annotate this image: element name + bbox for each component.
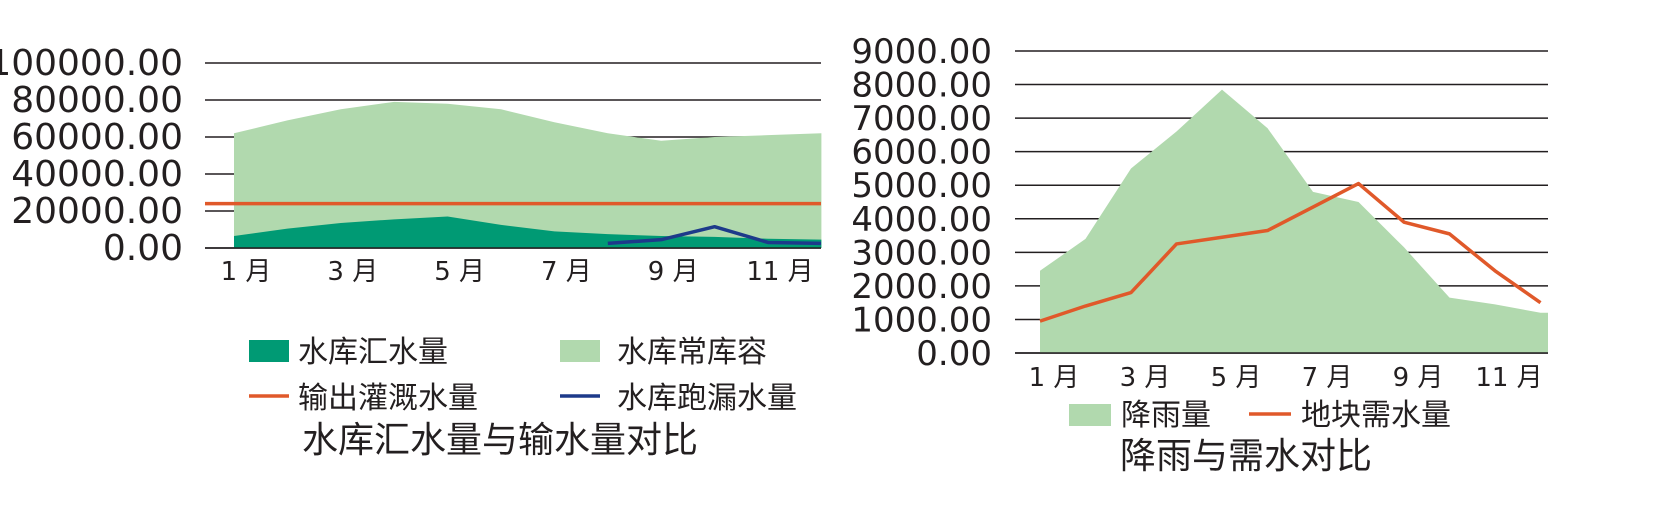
right-y-tick-label: 8000.00 <box>851 66 992 106</box>
left-y-tick-label: 40000.00 <box>11 154 183 195</box>
left-series-area-capacity <box>234 101 822 248</box>
left-x-tick-label: 11 月 <box>746 257 813 287</box>
left-y-tick-label: 60000.00 <box>11 117 183 158</box>
left-legend-label: 水库汇水量 <box>298 335 448 370</box>
left-y-tick-label: 20000.00 <box>11 191 183 232</box>
left-x-tick-label: 7 月 <box>541 257 592 287</box>
right-y-tick-label: 3000.00 <box>851 233 992 273</box>
right-x-tick-label: 11 月 <box>1475 363 1542 393</box>
left-series-area-inflow <box>234 216 822 248</box>
left-legend-label: 水库跑漏水量 <box>617 381 797 416</box>
right-y-tick-label: 0.00 <box>916 334 992 374</box>
right-x-tick-label: 9 月 <box>1393 363 1444 393</box>
right-chart-title: 降雨与需水对比 <box>1120 436 1372 477</box>
left-y-tick-label: 100000.00 <box>0 43 183 84</box>
right-x-tick-label: 1 月 <box>1029 363 1080 393</box>
right-y-tick-label: 2000.00 <box>851 267 992 307</box>
left-legend-swatch <box>560 340 600 362</box>
right-y-tick-label: 9000.00 <box>851 32 992 72</box>
right-legend-swatch <box>1069 404 1111 426</box>
right-series-line-demand <box>1039 181 1542 323</box>
left-series-line-leakage <box>607 224 822 246</box>
left-legend-label: 水库常库容 <box>617 335 767 370</box>
right-x-tick-label: 7 月 <box>1302 363 1353 393</box>
right-y-tick-label: 1000.00 <box>851 300 992 340</box>
right-y-tick-label: 4000.00 <box>851 200 992 240</box>
right-x-tick-label: 3 月 <box>1120 363 1171 393</box>
right-y-tick-label: 5000.00 <box>851 166 992 206</box>
right-series-area-rainfall <box>1040 89 1548 353</box>
left-x-tick-label: 1 月 <box>221 257 272 287</box>
left-legend-label: 输出灌溉水量 <box>298 381 478 416</box>
right-x-tick-label: 5 月 <box>1211 363 1262 393</box>
right-legend-label: 地块需水量 <box>1301 398 1451 433</box>
left-chart-title: 水库汇水量与输水量对比 <box>302 420 698 461</box>
right-legend-label: 降雨量 <box>1121 398 1211 433</box>
left-y-tick-label: 80000.00 <box>11 80 183 121</box>
left-legend-swatch <box>249 340 289 362</box>
left-x-tick-label: 5 月 <box>434 257 485 287</box>
left-x-tick-label: 9 月 <box>648 257 699 287</box>
left-y-tick-label: 0.00 <box>103 228 183 269</box>
rainfall-vs-demand-chart: 0.001000.002000.003000.004000.005000.006… <box>851 32 1548 477</box>
left-x-tick-label: 3 月 <box>327 257 378 287</box>
reservoir-inflow-vs-outflow-chart: 0.0020000.0040000.0060000.0080000.001000… <box>0 43 822 461</box>
right-y-tick-label: 6000.00 <box>851 133 992 173</box>
right-y-tick-label: 7000.00 <box>851 99 992 139</box>
